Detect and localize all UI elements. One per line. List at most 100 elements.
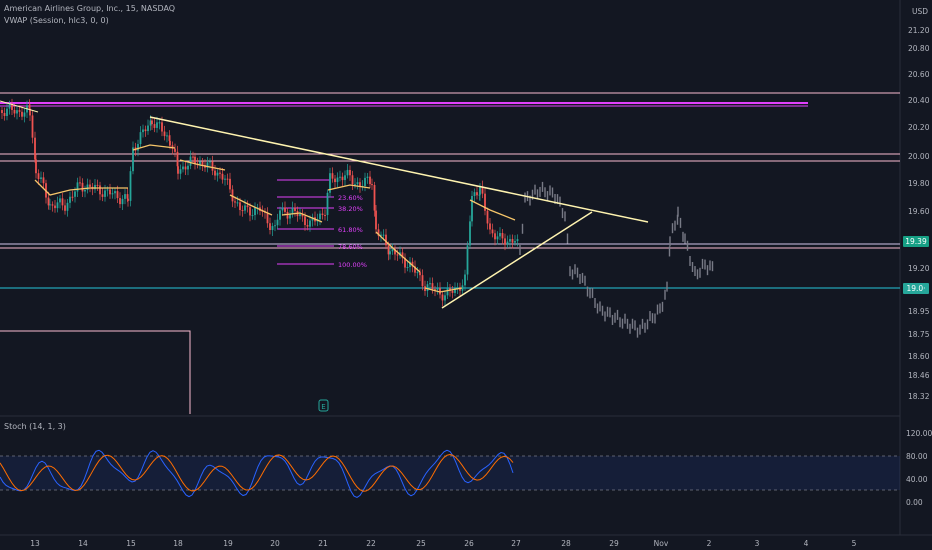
symbol-title[interactable]: American Airlines Group, Inc., 15, NASDA… bbox=[4, 4, 176, 13]
time-tick-label: 22 bbox=[366, 539, 376, 548]
vwap-line bbox=[424, 287, 463, 293]
candle-body bbox=[79, 182, 81, 184]
candle-body bbox=[473, 192, 476, 196]
candle-body bbox=[201, 161, 204, 166]
candle-body bbox=[42, 177, 45, 184]
candle-body bbox=[284, 207, 286, 212]
candle-body bbox=[286, 211, 289, 219]
candle-body bbox=[351, 175, 354, 185]
candle-body bbox=[40, 177, 42, 179]
stoch-band bbox=[0, 456, 900, 490]
candle-body bbox=[478, 194, 481, 196]
candle-body bbox=[356, 182, 359, 185]
candle-body bbox=[291, 207, 294, 215]
candle-body bbox=[51, 204, 54, 206]
time-tick-label: 14 bbox=[78, 539, 88, 548]
candle-body bbox=[124, 194, 126, 199]
time-tick-label: 19 bbox=[223, 539, 233, 548]
candle-body bbox=[169, 140, 171, 146]
candle-body bbox=[214, 170, 216, 176]
candle-body bbox=[341, 176, 344, 181]
candle-body bbox=[246, 205, 249, 208]
candle-body bbox=[18, 110, 21, 112]
candle-body bbox=[373, 185, 376, 211]
candle-body bbox=[187, 165, 189, 170]
candle-body bbox=[489, 223, 491, 230]
candle-body bbox=[211, 161, 214, 171]
candle-body bbox=[206, 162, 209, 168]
candle-body bbox=[331, 173, 334, 179]
candle-body bbox=[149, 120, 152, 126]
candle-body bbox=[444, 295, 446, 301]
candle-body bbox=[436, 288, 439, 290]
candle-body bbox=[334, 178, 336, 183]
candle-body bbox=[491, 229, 494, 234]
candle-body bbox=[309, 220, 311, 227]
candle-body bbox=[166, 135, 168, 137]
price-tick-label: 19.60 bbox=[908, 207, 930, 216]
candle-body bbox=[101, 194, 104, 197]
descending-trendline bbox=[149, 116, 649, 223]
price-tick-label: 18.32 bbox=[908, 392, 930, 401]
candle-body bbox=[279, 210, 281, 220]
candle-body bbox=[192, 156, 194, 158]
candle-body bbox=[366, 176, 369, 178]
candle-body bbox=[74, 191, 76, 197]
candle-body bbox=[391, 249, 394, 252]
candle-body bbox=[289, 214, 291, 219]
stochastic-legend[interactable]: Stoch (14, 1, 3) bbox=[4, 422, 66, 431]
candle-body bbox=[69, 196, 71, 203]
candle-body bbox=[171, 145, 174, 149]
candle-body bbox=[216, 172, 219, 176]
candle-body bbox=[129, 171, 132, 201]
candle-body bbox=[179, 169, 182, 174]
candle-body bbox=[23, 112, 26, 117]
candle-body bbox=[66, 202, 69, 211]
candle-body bbox=[429, 283, 431, 285]
candle-body bbox=[142, 129, 144, 133]
stoch-d-line bbox=[0, 454, 514, 492]
candle-body bbox=[434, 289, 436, 291]
candle-body bbox=[199, 161, 201, 165]
candle-body bbox=[194, 156, 196, 164]
vwap-line bbox=[375, 231, 421, 273]
vwap-legend[interactable]: VWAP (Session, hlc3, 0, 0) bbox=[4, 16, 109, 25]
candle-body bbox=[380, 234, 382, 236]
candle-body bbox=[506, 241, 509, 245]
candle-body bbox=[461, 285, 464, 291]
candle-body bbox=[404, 257, 406, 268]
price-tick-label: 18.60 bbox=[908, 352, 930, 361]
candle-body bbox=[236, 202, 239, 204]
candle-body bbox=[426, 284, 429, 291]
fib-level-label: 78.60% bbox=[338, 243, 363, 251]
candle-body bbox=[324, 214, 326, 216]
candle-body bbox=[239, 202, 241, 211]
candle-body bbox=[119, 198, 121, 205]
candle-body bbox=[147, 125, 149, 132]
candle-body bbox=[114, 191, 116, 194]
candle-body bbox=[94, 184, 96, 190]
candle-body bbox=[479, 186, 481, 195]
candle-body bbox=[471, 195, 473, 222]
candle-body bbox=[446, 287, 449, 296]
candle-body bbox=[501, 233, 504, 239]
candle-body bbox=[137, 144, 139, 151]
price-tick-label: 18.95 bbox=[908, 307, 930, 316]
candle-body bbox=[6, 108, 8, 117]
candle-body bbox=[251, 215, 254, 217]
candle-body bbox=[336, 177, 339, 183]
candle-body bbox=[49, 204, 51, 206]
candle-body bbox=[274, 225, 276, 227]
price-tick-label: 20.60 bbox=[908, 70, 930, 79]
candle-body bbox=[344, 175, 346, 181]
candle-body bbox=[54, 205, 56, 209]
price-tick-label: 21.20 bbox=[908, 26, 930, 35]
candle-body bbox=[306, 225, 309, 227]
currency-label: USD bbox=[912, 7, 929, 16]
candle-body bbox=[276, 219, 279, 226]
fib-level-label: 38.20% bbox=[338, 205, 363, 213]
candle-body bbox=[219, 172, 221, 174]
candle-body bbox=[71, 196, 74, 198]
candle-body bbox=[504, 238, 506, 245]
